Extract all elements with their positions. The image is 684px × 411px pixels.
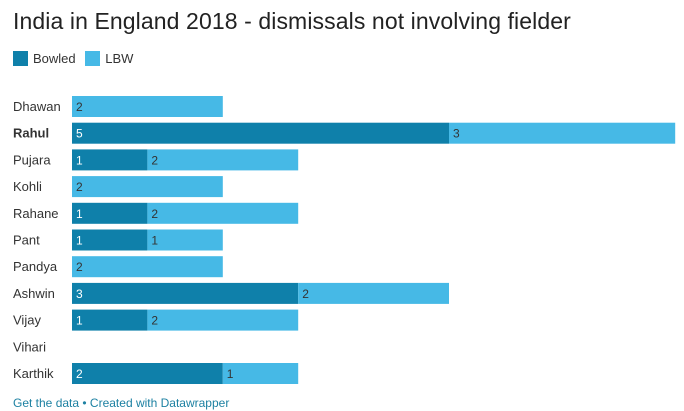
category-label-vihari: Vihari — [13, 339, 46, 354]
legend-swatch-lbw — [85, 51, 101, 66]
category-label-kohli: Kohli — [13, 179, 42, 194]
value-label-lbw-vijay: 2 — [151, 314, 158, 328]
value-label-bowled-rahul: 5 — [76, 127, 83, 141]
value-label-lbw-karthik: 1 — [227, 367, 234, 381]
bar-lbw-pandya — [72, 256, 223, 278]
category-label-ashwin: Ashwin — [13, 286, 55, 301]
category-label-dhawan: Dhawan — [13, 99, 61, 114]
value-label-bowled-karthik: 2 — [76, 367, 83, 381]
bar-chart: Dhawan 2 Rahul 5 3 Pujara 1 2 Kohli 2 Rahane 1 2 Pant… — [13, 96, 676, 384]
legend-item-bowled: Bowled — [13, 51, 76, 66]
footer-separator: • — [79, 396, 90, 410]
legend-label-lbw: LBW — [105, 51, 134, 66]
bar-lbw-pujara — [147, 149, 299, 171]
value-label-lbw-pant: 1 — [151, 234, 158, 248]
category-label-rahane: Rahane — [13, 206, 59, 221]
bar-lbw-kohli — [72, 176, 223, 198]
bar-lbw-vijay — [147, 309, 299, 331]
bar-bowled-rahane — [72, 202, 148, 224]
category-label-pandya: Pandya — [13, 259, 58, 274]
get-the-data-link[interactable]: Get the data — [13, 396, 80, 410]
legend-label-bowled: Bowled — [33, 51, 76, 66]
value-label-lbw-rahul: 3 — [453, 127, 460, 141]
legend-swatch-bowled — [13, 51, 28, 66]
value-label-lbw-kohli: 2 — [76, 180, 83, 194]
legend-item-lbw: LBW — [85, 51, 133, 66]
value-label-lbw-pandya: 2 — [76, 260, 83, 274]
value-label-lbw-rahane: 2 — [151, 207, 158, 221]
value-label-lbw-dhawan: 2 — [76, 100, 83, 114]
bar-lbw-ashwin — [298, 282, 449, 304]
category-label-pant: Pant — [13, 233, 40, 248]
value-label-bowled-pujara: 1 — [76, 153, 83, 167]
value-label-lbw-ashwin: 2 — [302, 287, 309, 301]
bar-bowled-pujara — [72, 149, 148, 171]
legend: Bowled LBW — [13, 51, 139, 67]
category-label-rahul: Rahul — [13, 126, 49, 141]
bar-lbw-dhawan — [72, 96, 223, 117]
category-label-karthik: Karthik — [13, 366, 54, 381]
value-label-lbw-pujara: 2 — [151, 153, 158, 167]
bar-lbw-karthik — [222, 363, 299, 384]
bar-lbw-pant — [147, 229, 223, 251]
category-label-vijay: Vijay — [13, 313, 41, 328]
footer: Get the data • Created with Datawrapper — [13, 396, 229, 410]
value-label-bowled-pant: 1 — [76, 234, 83, 248]
value-label-bowled-rahane: 1 — [76, 207, 83, 221]
bar-bowled-vijay — [72, 309, 148, 331]
bar-bowled-rahul — [72, 122, 449, 144]
chart-title: India in England 2018 - dismissals not i… — [13, 8, 571, 34]
bar-lbw-rahane — [147, 202, 299, 224]
value-label-bowled-ashwin: 3 — [76, 287, 83, 301]
bar-bowled-karthik — [72, 363, 223, 384]
bar-lbw-rahul — [449, 122, 676, 144]
bar-bowled-ashwin — [72, 282, 299, 304]
created-with-datawrapper-link[interactable]: Created with Datawrapper — [89, 396, 230, 410]
bar-bowled-pant — [72, 229, 148, 251]
value-label-bowled-vijay: 1 — [76, 314, 83, 328]
category-label-pujara: Pujara — [13, 152, 51, 167]
